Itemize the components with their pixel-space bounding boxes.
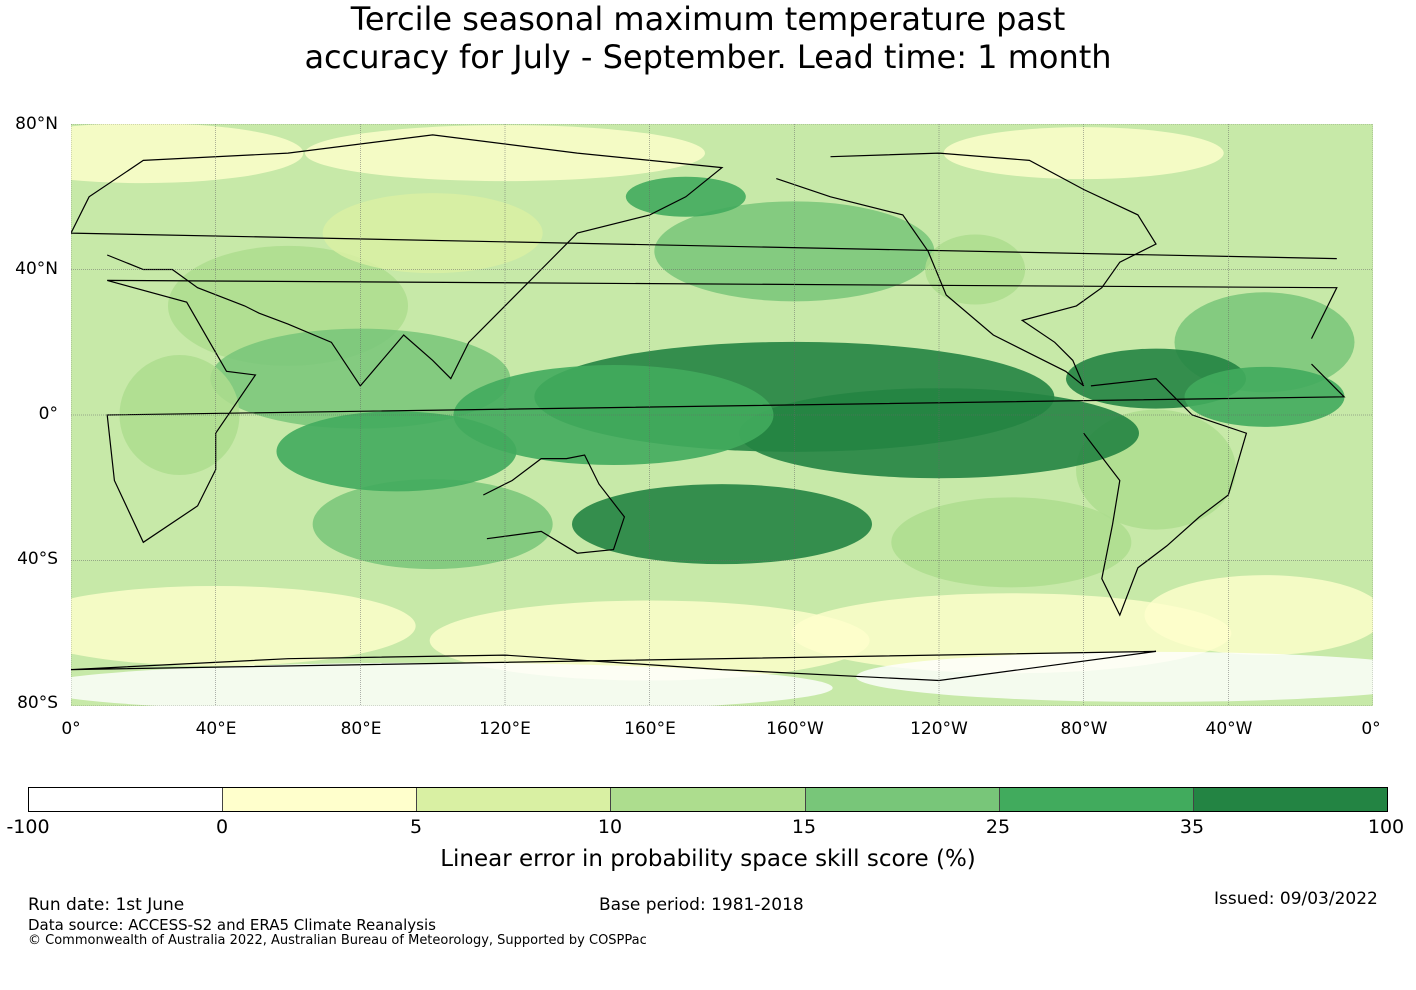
colorbar-tick: -100: [6, 816, 50, 838]
map-title: Tercile seasonal maximum temperature pas…: [0, 0, 1416, 76]
skill-patch: [891, 497, 1132, 588]
title-line-1: Tercile seasonal maximum temperature pas…: [350, 0, 1066, 38]
colorbar-tick: 10: [597, 816, 623, 838]
lon-label-160e: 160°E: [624, 719, 676, 739]
skill-patch: [739, 388, 1139, 479]
map-gridlines: [71, 124, 1373, 706]
lat-label-80s: 80°S: [17, 693, 58, 713]
colorbar-tick: 35: [1179, 816, 1205, 838]
colorbar: [28, 787, 1388, 812]
data-source: Data source: ACCESS-S2 and ERA5 Climate …: [28, 916, 436, 934]
lon-label-80e: 80°E: [340, 719, 382, 739]
lon-label-120w: 120°W: [910, 719, 968, 739]
skill-patch: [1184, 366, 1345, 427]
colorbar-segment: [999, 788, 1194, 811]
colorbar-segment: [223, 788, 418, 811]
skill-patch: [71, 662, 833, 706]
colorbar-tick: 0: [215, 816, 229, 838]
issued-date: Issued: 09/03/2022: [1214, 889, 1378, 909]
south-america-outline: [1083, 377, 1248, 617]
map-canvas: [71, 124, 1373, 706]
skill-patch: [943, 127, 1224, 180]
lat-label-40n: 40°N: [15, 259, 58, 279]
skill-patch: [856, 651, 1373, 702]
title-line-2: accuracy for July - September. Lead time…: [304, 38, 1112, 76]
lat-label-40s: 40°S: [17, 549, 58, 569]
colorbar-segment: [417, 788, 612, 811]
skill-patch: [276, 411, 517, 492]
skill-patch: [322, 193, 543, 274]
africa-outline: [106, 279, 1346, 544]
base-period: Base period: 1981-2018: [599, 895, 804, 915]
copyright: © Commonwealth of Australia 2022, Austra…: [28, 933, 647, 948]
lon-label-40e: 40°E: [195, 719, 237, 739]
skill-patch: [654, 201, 935, 302]
skill-patch: [71, 124, 304, 184]
skill-regions: [71, 124, 1373, 706]
colorbar-label: Linear error in probability space skill …: [440, 846, 976, 872]
lat-label-80n: 80°N: [15, 114, 58, 134]
skill-patch: [1144, 575, 1373, 656]
colorbar-segment: [1193, 788, 1387, 811]
colorbar-tick: 15: [791, 816, 817, 838]
europe-asia-outline: [71, 134, 1337, 387]
lon-label-120e: 120°E: [479, 719, 531, 739]
lon-label-0-right: 0°: [1361, 719, 1381, 739]
colorbar-segment: [805, 788, 1000, 811]
skill-patch: [312, 479, 553, 570]
lon-label-0-left: 0°: [61, 719, 81, 739]
skill-patch: [71, 585, 416, 666]
colorbar-tick: 5: [409, 816, 423, 838]
north-america-outline: [776, 152, 1157, 387]
colorbar-segment: [29, 788, 224, 811]
lat-label-equator: 0°: [38, 404, 58, 424]
australia-outline: [483, 454, 626, 554]
colorbar-tick: 25: [985, 816, 1011, 838]
colorbar-segment: [611, 788, 806, 811]
lon-label-160w: 160°W: [766, 719, 824, 739]
lon-label-80w: 80°W: [1060, 719, 1108, 739]
skill-score-map: [71, 124, 1373, 706]
colorbar-tick: 100: [1367, 816, 1405, 838]
run-date: Run date: 1st June: [28, 895, 185, 915]
skill-patch: [572, 484, 872, 565]
skill-patch: [305, 125, 705, 182]
lon-label-40w: 40°W: [1205, 719, 1253, 739]
